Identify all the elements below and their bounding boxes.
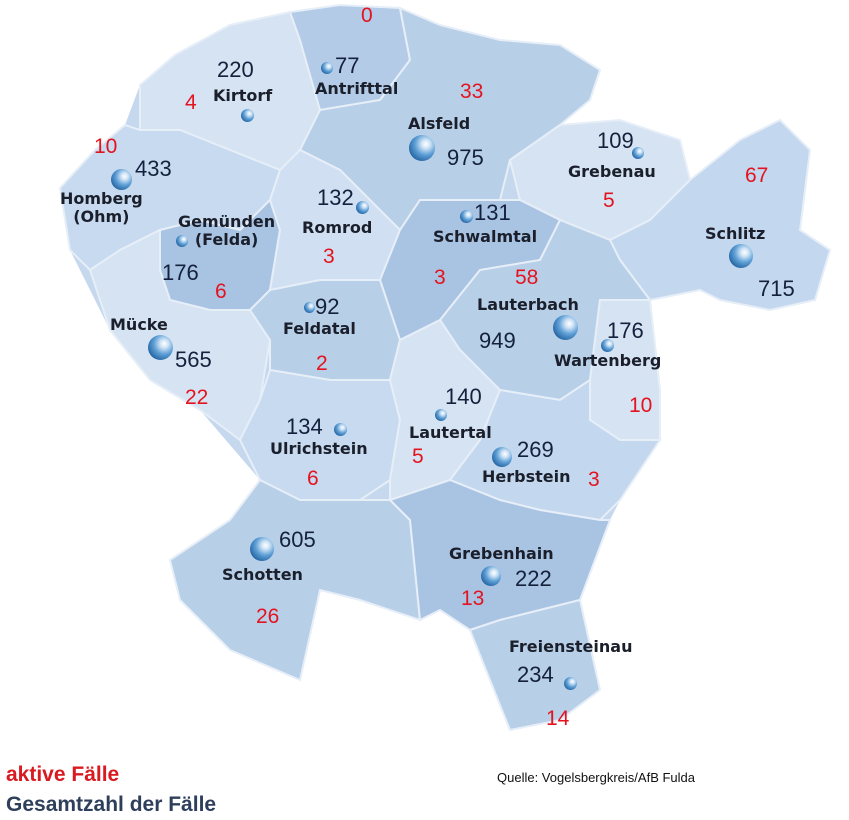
total-cases-alsfeld: 975	[447, 145, 484, 170]
total-cases-schotten: 605	[279, 527, 316, 552]
city-marker-schlitz	[729, 244, 753, 268]
total-cases-feldatal: 92	[315, 294, 340, 319]
town-name-romrod: Romrod	[302, 218, 373, 237]
city-marker-grebenhain	[481, 566, 501, 586]
city-marker-romrod	[356, 201, 369, 214]
total-cases-grebenau: 109	[597, 128, 634, 153]
town-name-antrifttal: Antrifttal	[315, 79, 399, 98]
city-marker-gemuenden	[176, 235, 188, 247]
active-cases-ulrichstein: 6	[307, 467, 319, 490]
city-marker-grebenau	[632, 147, 644, 159]
town-name-lautertal: Lautertal	[409, 423, 492, 442]
city-marker-alsfeld	[409, 135, 435, 161]
town-name-grebenau: Grebenau	[568, 162, 656, 181]
town-name-kirtorf: Kirtorf	[213, 86, 273, 105]
town-name-freiensteinau: Freiensteinau	[509, 637, 633, 656]
town-name-homberg: Homberg (Ohm)	[60, 189, 143, 226]
active-cases-alsfeld: 33	[460, 80, 484, 103]
city-marker-antrifttal	[321, 62, 333, 74]
legend-active-cases: aktive Fälle	[6, 763, 120, 786]
total-cases-lautertal: 140	[445, 384, 482, 409]
active-cases-kirtorf: 4	[185, 91, 197, 114]
region-freiensteinau	[468, 598, 602, 732]
active-cases-romrod: 3	[323, 245, 335, 268]
city-marker-freiensteinau	[564, 677, 577, 690]
active-cases-lautertal: 5	[412, 445, 424, 468]
active-cases-muecke: 22	[185, 386, 209, 409]
town-name-herbstein: Herbstein	[482, 467, 571, 486]
city-marker-feldatal	[304, 302, 315, 313]
city-marker-herbstein	[492, 447, 512, 467]
active-cases-homberg: 10	[94, 135, 118, 158]
active-cases-lauterbach: 58	[515, 266, 539, 289]
city-marker-muecke	[148, 335, 173, 360]
active-cases-antrifttal: 0	[361, 4, 373, 27]
town-name-muecke: Mücke	[110, 315, 168, 334]
city-marker-homberg	[111, 169, 132, 190]
city-marker-kirtorf	[241, 109, 254, 122]
total-cases-ulrichstein: 134	[286, 414, 323, 439]
active-cases-grebenhain: 13	[461, 587, 485, 610]
total-cases-schlitz: 715	[758, 276, 795, 301]
active-cases-grebenau: 5	[603, 189, 615, 212]
city-marker-lautertal	[435, 409, 447, 421]
town-name-alsfeld: Alsfeld	[408, 114, 471, 133]
legend-total-cases: Gesamtzahl der Fälle	[6, 793, 217, 816]
active-cases-freiensteinau: 14	[546, 707, 570, 730]
city-marker-schotten	[250, 537, 274, 561]
city-marker-wartenberg	[601, 339, 614, 352]
active-cases-wartenberg: 10	[629, 394, 653, 417]
region-grebenhain	[388, 478, 612, 632]
source-credit: Quelle: Vogelsbergkreis/AfB Fulda	[497, 770, 695, 785]
town-name-ulrichstein: Ulrichstein	[270, 439, 368, 458]
town-name-schlitz: Schlitz	[705, 224, 766, 243]
total-cases-muecke: 565	[175, 347, 212, 372]
active-cases-herbstein: 3	[588, 468, 600, 491]
active-cases-schotten: 26	[256, 605, 280, 628]
town-name-schotten: Schotten	[222, 565, 303, 584]
total-cases-freiensteinau: 234	[517, 662, 554, 687]
town-name-schwalmtal: Schwalmtal	[433, 227, 538, 246]
total-cases-wartenberg: 176	[607, 318, 644, 343]
total-cases-herbstein: 269	[517, 437, 554, 462]
active-cases-schlitz: 67	[745, 164, 769, 187]
active-cases-feldatal: 2	[316, 352, 328, 375]
total-cases-romrod: 132	[317, 185, 354, 210]
active-cases-gemuenden: 6	[215, 280, 227, 303]
total-cases-lauterbach: 949	[479, 328, 516, 353]
total-cases-gemuenden: 176	[162, 260, 199, 285]
town-name-gemuenden: Gemünden (Felda)	[178, 212, 276, 249]
city-marker-ulrichstein	[334, 423, 347, 436]
total-cases-kirtorf: 220	[217, 57, 254, 82]
city-marker-schwalmtal	[460, 210, 473, 223]
town-name-lauterbach: Lauterbach	[477, 295, 579, 314]
town-name-feldatal: Feldatal	[283, 319, 356, 338]
total-cases-grebenhain: 222	[515, 566, 552, 591]
city-marker-lauterbach	[553, 315, 578, 340]
town-name-wartenberg: Wartenberg	[554, 351, 662, 370]
active-cases-schwalmtal: 3	[434, 266, 446, 289]
total-cases-homberg: 433	[135, 156, 172, 181]
town-name-grebenhain: Grebenhain	[449, 544, 554, 563]
total-cases-schwalmtal: 131	[474, 200, 511, 225]
total-cases-antrifttal: 77	[335, 53, 360, 78]
